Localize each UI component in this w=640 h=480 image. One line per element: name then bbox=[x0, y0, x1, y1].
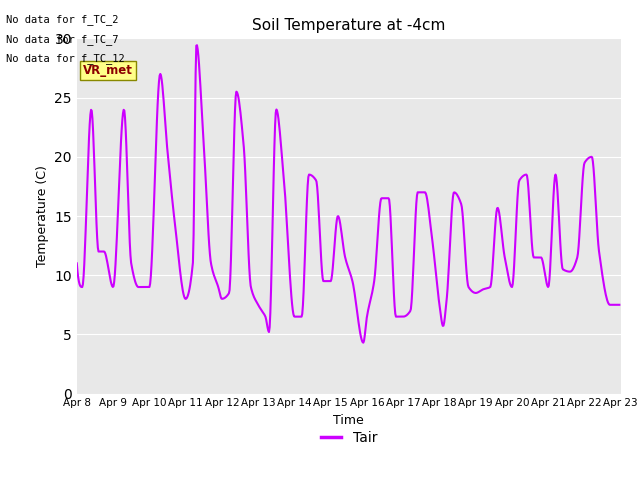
X-axis label: Time: Time bbox=[333, 414, 364, 427]
Text: No data for f_TC_7: No data for f_TC_7 bbox=[6, 34, 119, 45]
Text: No data for f_TC_12: No data for f_TC_12 bbox=[6, 53, 125, 64]
Text: No data for f_TC_2: No data for f_TC_2 bbox=[6, 14, 119, 25]
Title: Soil Temperature at -4cm: Soil Temperature at -4cm bbox=[252, 18, 445, 33]
Legend: Tair: Tair bbox=[315, 425, 383, 451]
Y-axis label: Temperature (C): Temperature (C) bbox=[36, 165, 49, 267]
Text: VR_met: VR_met bbox=[83, 64, 133, 77]
